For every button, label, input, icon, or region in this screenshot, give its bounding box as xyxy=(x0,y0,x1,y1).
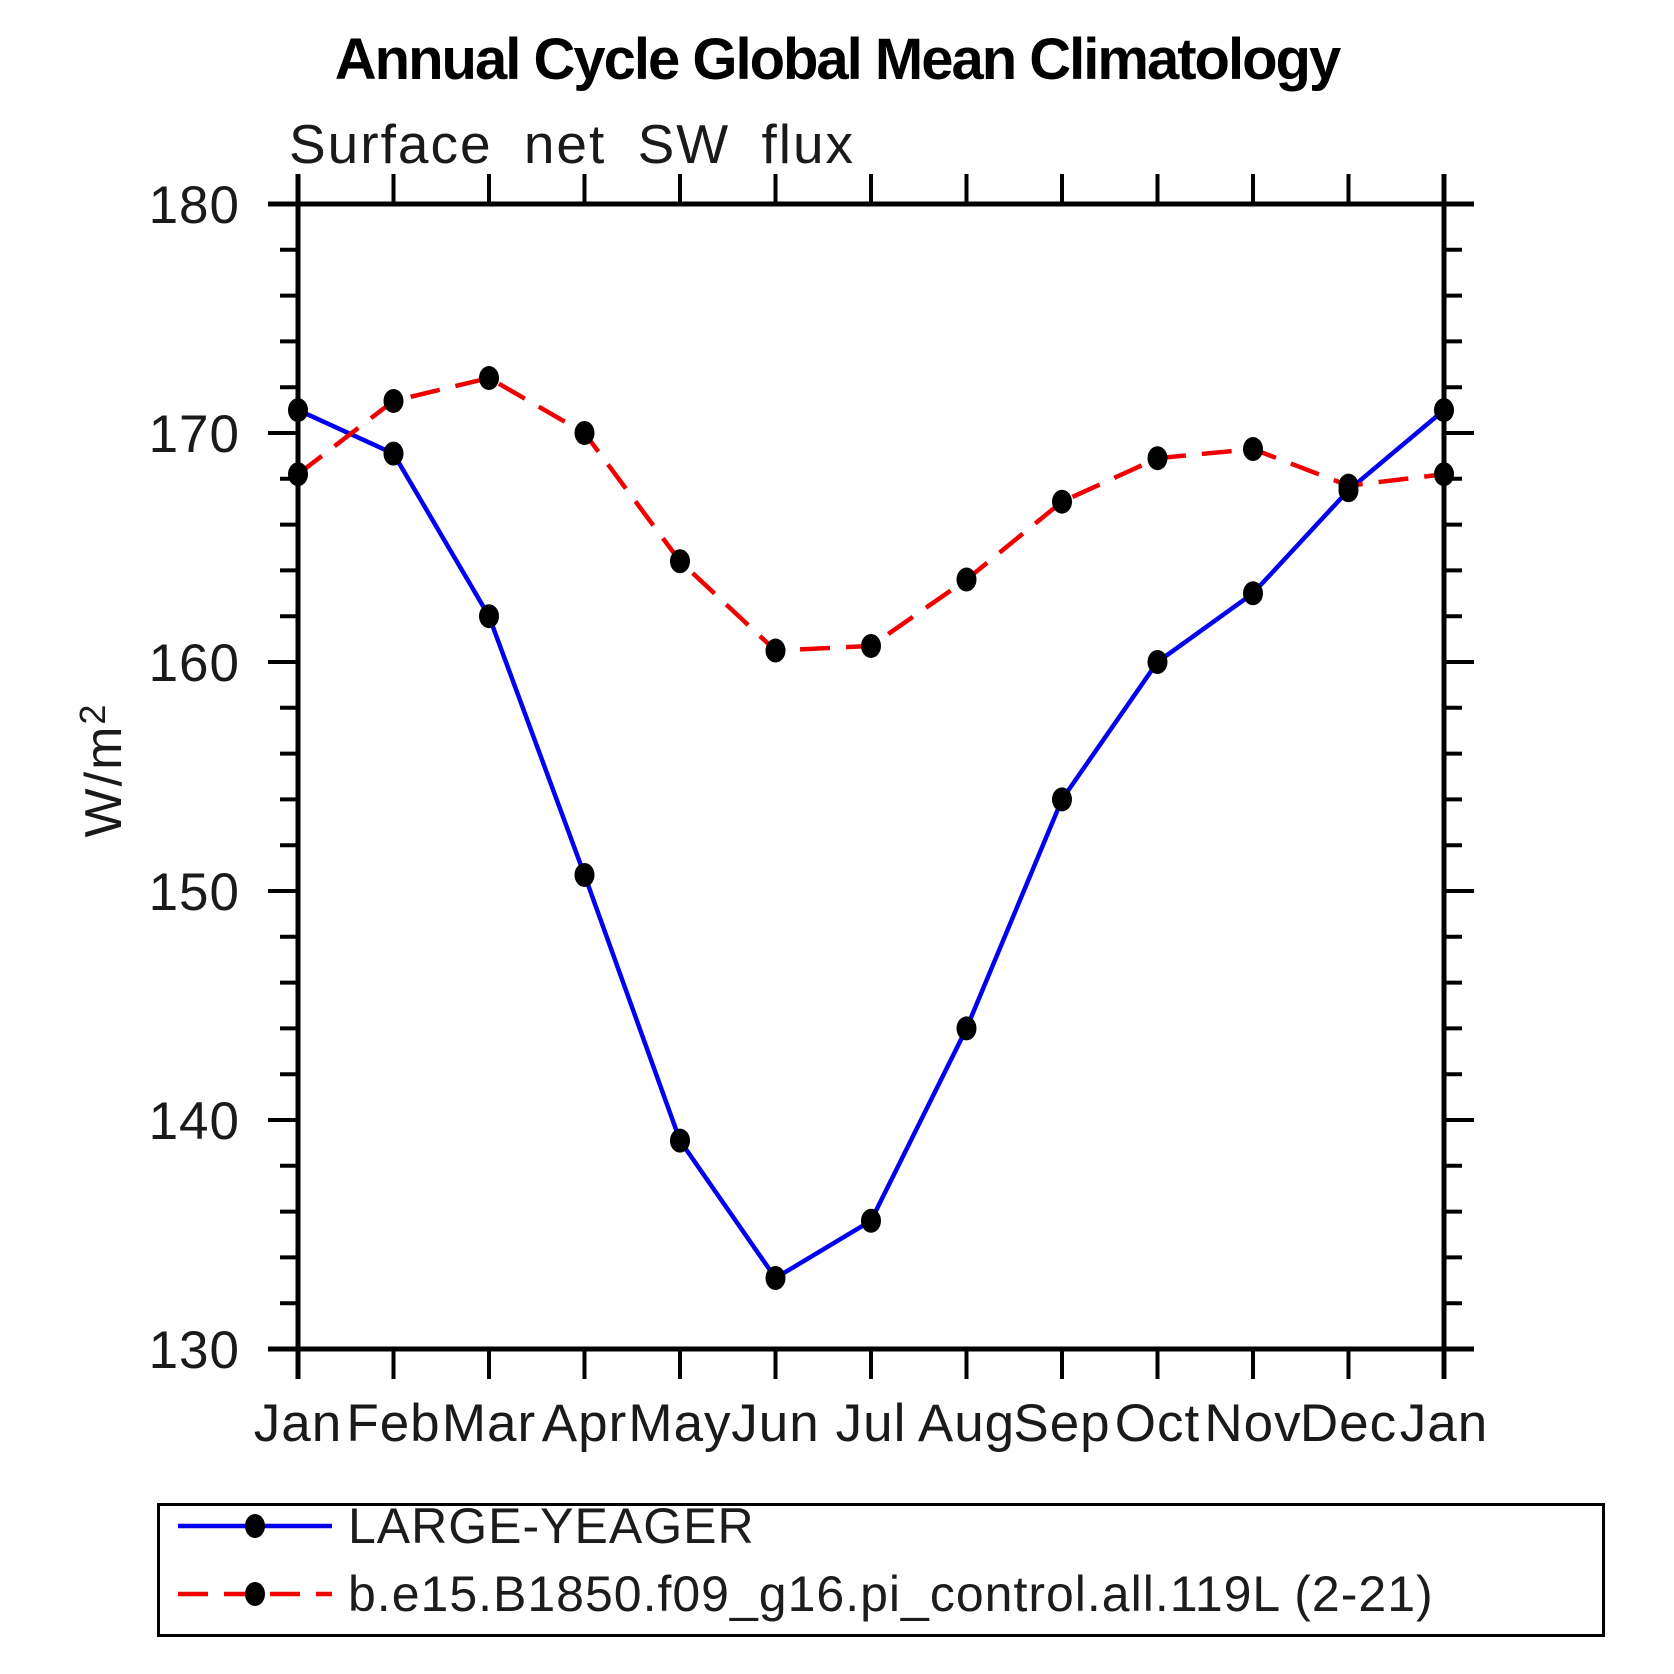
data-point-marker xyxy=(861,633,881,658)
data-point-marker xyxy=(574,862,595,887)
chart-subtitle: Surface net SW flux xyxy=(289,113,856,175)
data-point-marker xyxy=(479,366,499,391)
legend-sample-solid-line xyxy=(178,1514,332,1538)
x-tick-label: Mar xyxy=(442,1394,536,1453)
data-point-marker xyxy=(1052,489,1072,514)
data-point-marker xyxy=(383,388,404,413)
data-point-marker xyxy=(1243,581,1263,606)
y-tick-label: 140 xyxy=(149,1092,240,1151)
y-tick-label: 170 xyxy=(149,405,240,464)
x-tick-label: Jan xyxy=(254,1394,342,1453)
x-tick-label: Feb xyxy=(346,1394,440,1453)
data-point-marker xyxy=(288,398,308,423)
data-point-marker xyxy=(288,462,308,487)
chart-title: Annual Cycle Global Mean Climatology xyxy=(334,27,1341,92)
data-point-marker xyxy=(1243,437,1263,462)
x-tick-label: Jul xyxy=(836,1394,907,1453)
x-tick-label: Jan xyxy=(1400,1394,1488,1453)
y-tick-label: 180 xyxy=(149,176,240,235)
data-point-marker xyxy=(1147,650,1168,674)
data-point-marker xyxy=(765,638,786,663)
data-point-marker xyxy=(1434,462,1454,487)
legend-item-large-yeager: LARGE-YEAGER xyxy=(170,1498,755,1554)
x-tick-label: Dec xyxy=(1300,1394,1397,1453)
legend-item-pi-control: b.e15.B1850.f09_g16.pi_control.all.119L … xyxy=(170,1566,1434,1622)
data-point-marker xyxy=(861,1208,881,1233)
series-line-pi-control xyxy=(296,375,1445,653)
data-point-marker xyxy=(670,1128,690,1153)
legend-sample-marker xyxy=(245,1582,265,1606)
legend-sample-marker xyxy=(245,1514,265,1538)
x-tick-label: Apr xyxy=(542,1394,627,1453)
data-point-marker xyxy=(479,604,499,629)
data-point-marker xyxy=(956,567,977,592)
legend-label-large-yeager: LARGE-YEAGER xyxy=(348,1498,755,1554)
data-point-marker xyxy=(574,421,595,445)
data-point-marker xyxy=(1338,473,1359,498)
data-point-marker xyxy=(765,1266,786,1291)
data-point-marker xyxy=(1147,446,1168,471)
y-tick-label: 150 xyxy=(149,863,240,922)
series-line-large-yeager xyxy=(297,408,1446,1282)
x-tick-label: Jun xyxy=(731,1394,819,1453)
x-tick-label: Aug xyxy=(918,1394,1015,1453)
data-point-marker xyxy=(383,441,404,466)
data-point-marker xyxy=(956,1016,977,1041)
legend-sample-dashed-line xyxy=(178,1582,332,1606)
data-point-marker xyxy=(670,549,690,574)
x-tick-label: May xyxy=(628,1394,731,1453)
y-tick-label: 130 xyxy=(149,1321,240,1380)
x-tick-label: Nov xyxy=(1204,1394,1301,1453)
x-tick-label: Oct xyxy=(1115,1394,1200,1453)
data-point-marker xyxy=(1434,398,1454,423)
y-tick-label: 160 xyxy=(149,634,240,693)
x-tick-label: Sep xyxy=(1013,1394,1110,1453)
legend-box: LARGE-YEAGER b.e15.B1850.f09_g16.pi_cont… xyxy=(157,1498,1605,1637)
legend-label-pi-control: b.e15.B1850.f09_g16.pi_control.all.119L … xyxy=(348,1566,1434,1622)
data-point-marker xyxy=(1052,787,1072,812)
